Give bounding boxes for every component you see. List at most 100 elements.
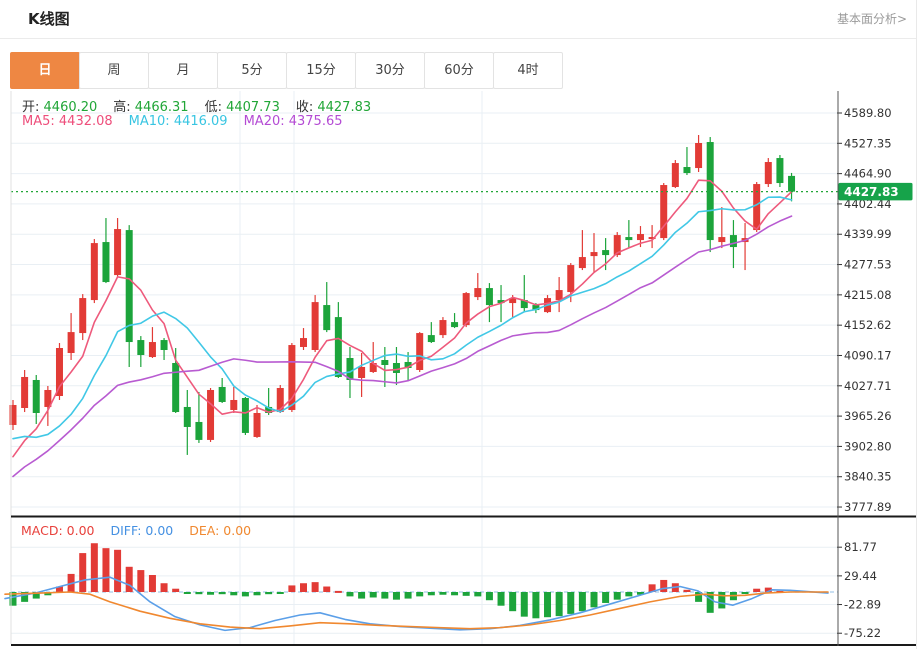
candle-body [729, 235, 737, 248]
macd-bar [474, 592, 482, 597]
macd-dea-line [4, 591, 829, 630]
tab-period-3[interactable]: 5分 [217, 52, 287, 89]
y-axis-label: 4339.99 [844, 227, 892, 241]
tab-period-4[interactable]: 15分 [286, 52, 356, 89]
legend-item: 收: 4427.83 [295, 100, 372, 115]
candle-body [660, 185, 668, 239]
macd-bar [695, 592, 703, 602]
y-axis-label: 4027.71 [844, 379, 892, 393]
candle-body [602, 250, 610, 256]
tab-period-7[interactable]: 4时 [493, 52, 563, 89]
candle-body [207, 389, 215, 440]
y-axis-label: 3965.26 [844, 409, 892, 423]
candle-body [753, 184, 761, 231]
macd-bar [79, 553, 87, 592]
macd-bar [346, 592, 354, 597]
current-price-label: 4427.83 [844, 185, 899, 199]
candle-body [346, 358, 354, 380]
macd-bar [567, 592, 575, 614]
fundamental-analysis-link[interactable]: 基本面分析> [836, 12, 907, 26]
macd-bar [648, 584, 656, 592]
y-axis-label: 4464.90 [844, 167, 892, 181]
macd-bar [741, 592, 749, 594]
macd-bar [137, 570, 145, 592]
macd-bar [207, 592, 215, 595]
y-axis-label: 4277.53 [844, 258, 892, 272]
candle-body [636, 234, 644, 241]
candle-body [474, 288, 482, 298]
macd-bar [334, 590, 342, 593]
macd-bar [125, 566, 133, 592]
tab-period-5[interactable]: 30分 [355, 52, 425, 89]
macd-bar [21, 592, 29, 602]
candle-body [648, 237, 656, 240]
macd-bar [358, 592, 366, 599]
macd-bar [416, 592, 424, 597]
macd-axis-label: 29.44 [844, 569, 877, 583]
macd-axis-label: -22.89 [844, 598, 881, 612]
candle-body [671, 163, 679, 188]
y-axis-label: 4090.17 [844, 348, 892, 362]
candle-body [300, 338, 307, 347]
macd-bar [230, 592, 238, 596]
tab-period-6[interactable]: 60分 [424, 52, 494, 89]
macd-bar [636, 592, 644, 595]
candle-body [718, 237, 726, 243]
macd-bar [90, 543, 98, 592]
candle-body [32, 379, 40, 413]
macd-bar [300, 583, 307, 592]
candle-body [358, 366, 366, 379]
macd-bar [520, 592, 528, 617]
candle-body [776, 158, 784, 184]
page-title: K线图 [28, 10, 70, 28]
candle-body [625, 237, 633, 241]
tab-period-0[interactable]: 日 [10, 52, 80, 89]
macd-diff-line [4, 576, 829, 632]
macd-bar [404, 592, 412, 599]
candle-body [102, 242, 110, 283]
candle-body [683, 167, 691, 174]
candle-body [55, 348, 63, 397]
macd-bar [439, 592, 447, 595]
macd-bar [392, 592, 400, 600]
macd-bar [485, 592, 493, 601]
candle-body [241, 397, 249, 433]
legend-item: 开: 4460.20 [22, 100, 98, 115]
macd-bar [578, 592, 586, 612]
candle-body [764, 162, 772, 185]
tab-period-2[interactable]: 月 [148, 52, 218, 89]
macd-bar [590, 592, 598, 608]
candle-body [520, 300, 528, 309]
macd-bar [706, 592, 714, 613]
legend-item: 低: 4407.73 [204, 100, 280, 115]
candle-body [590, 252, 598, 257]
y-axis-label: 4527.35 [844, 136, 892, 150]
candle-body [172, 363, 180, 413]
legend-item: DIFF: 0.00 [110, 523, 174, 538]
candle-body [462, 293, 470, 326]
legend-item: MA10: 4416.09 [128, 114, 228, 129]
macd-bar [660, 579, 668, 592]
macd-bar [288, 585, 296, 592]
candle-body [9, 404, 17, 425]
macd-bar [148, 575, 156, 592]
candle-body [706, 142, 714, 241]
tab-period-1[interactable]: 周 [79, 52, 149, 89]
titlebar: K线图 基本面分析> [0, 0, 916, 39]
y-axis-label: 3777.89 [844, 500, 892, 514]
candle-body [67, 332, 75, 354]
candle-body [114, 229, 122, 276]
macd-bar [544, 592, 552, 618]
candle-body [381, 359, 389, 365]
legend-item: DEA: 0.00 [189, 523, 252, 538]
macd-bar [183, 592, 191, 594]
candle-body [416, 333, 424, 370]
macd-bar [427, 592, 435, 596]
candle-body [334, 317, 342, 377]
candle-body [44, 389, 52, 407]
macd-bar [172, 588, 180, 592]
macd-bar [241, 592, 249, 597]
macd-bar [160, 583, 168, 592]
